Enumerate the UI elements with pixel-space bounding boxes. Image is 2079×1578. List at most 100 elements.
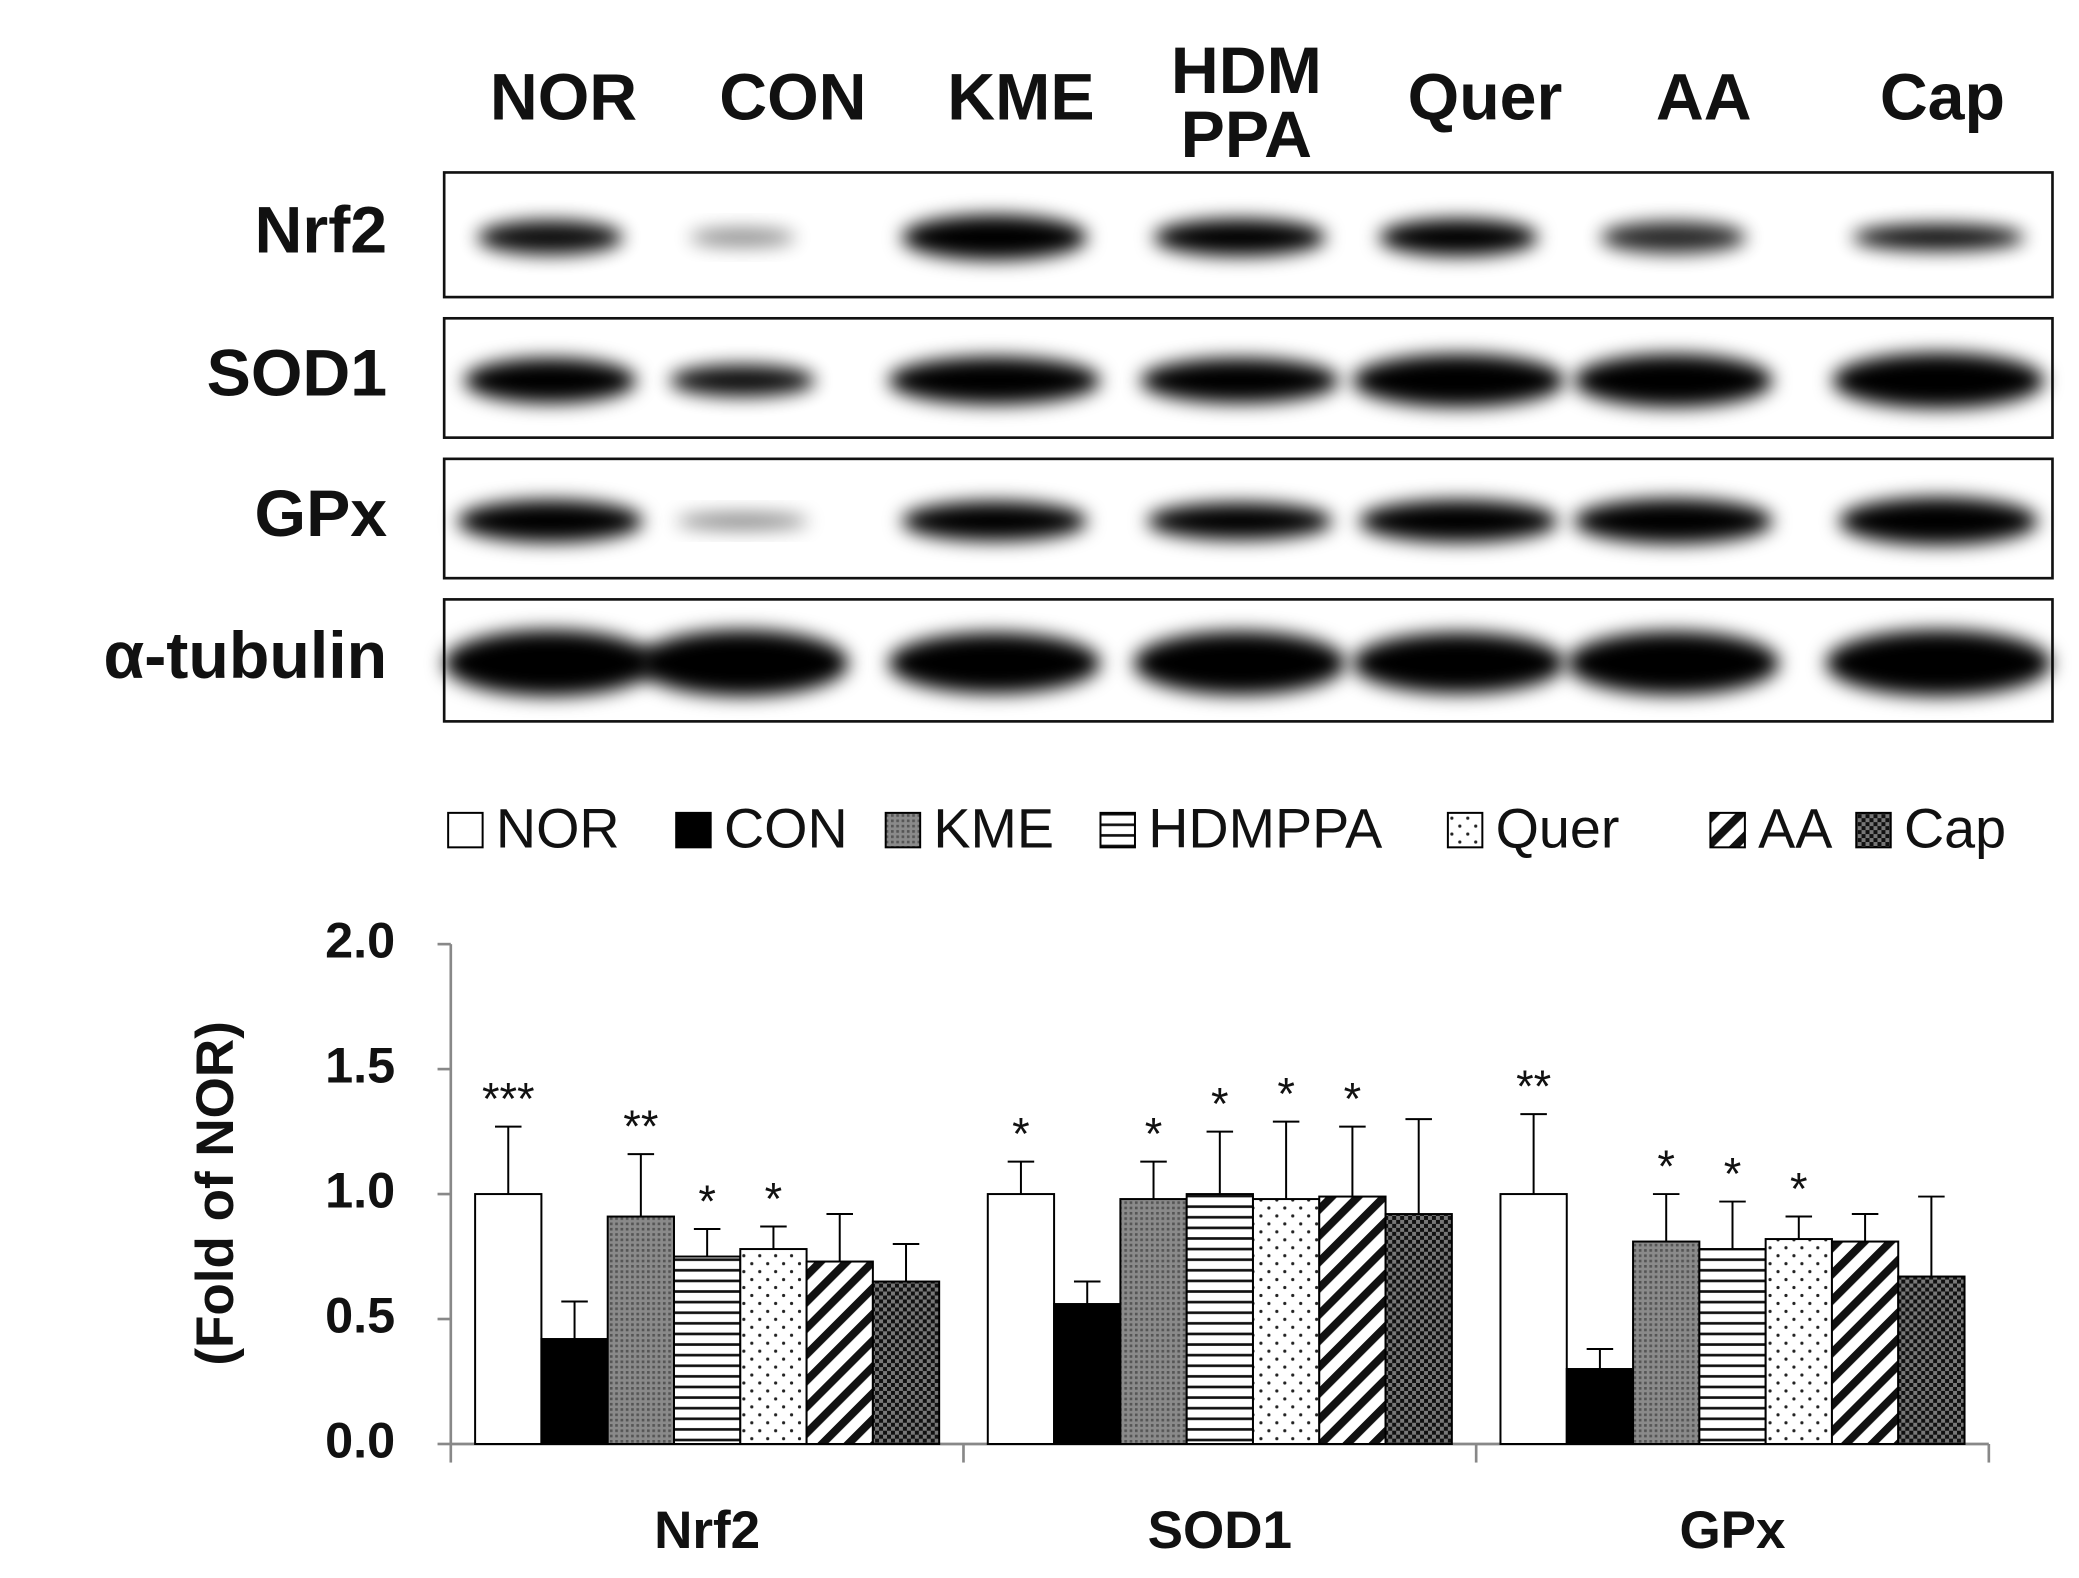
legend-label: Cap <box>1904 797 2006 859</box>
significance-label: * <box>1790 1164 1808 1215</box>
legend-swatch <box>1709 811 1746 849</box>
band <box>676 513 809 530</box>
error-bar <box>1719 1200 1746 1250</box>
bar <box>1764 1238 1833 1445</box>
band <box>1378 218 1539 256</box>
error-bar <box>892 1243 920 1282</box>
error-bar <box>1007 1160 1035 1195</box>
band <box>1573 498 1773 544</box>
significance-label: *** <box>482 1074 535 1125</box>
band <box>464 358 637 404</box>
x-tick-label: SOD1 <box>1148 1501 1292 1560</box>
band <box>901 501 1088 542</box>
legend-label: HDMPPA <box>1148 797 1383 859</box>
bar <box>1897 1275 1966 1445</box>
band <box>1352 354 1565 408</box>
bar <box>1632 1240 1701 1445</box>
bar <box>739 1248 808 1445</box>
band <box>636 629 849 697</box>
bar <box>1251 1198 1321 1445</box>
bar <box>474 1193 543 1445</box>
significance-label: * <box>1344 1074 1362 1125</box>
legend-swatch <box>1446 811 1484 849</box>
y-tick-label: 0.5 <box>325 1286 395 1343</box>
y-tick-label: 1.0 <box>325 1161 395 1218</box>
band <box>888 632 1101 694</box>
band <box>888 356 1101 405</box>
error-bar <box>1785 1215 1813 1240</box>
error-bar <box>760 1225 787 1250</box>
error-bar <box>1918 1195 1945 1277</box>
legend-swatch <box>884 811 922 849</box>
row-label: SOD1 <box>207 336 387 410</box>
significance-label: * <box>765 1174 783 1225</box>
significance-label: * <box>1657 1141 1675 1192</box>
legend-swatch <box>1099 811 1136 849</box>
band <box>1600 221 1747 254</box>
bar <box>986 1193 1056 1445</box>
error-bar <box>1520 1113 1547 1195</box>
band <box>1146 502 1333 540</box>
y-tick-label: 1.5 <box>325 1036 395 1093</box>
y-axis-label: (Fold of NOR) <box>186 1021 245 1366</box>
bar <box>673 1255 742 1445</box>
significance-label: * <box>1211 1079 1229 1130</box>
lane-label: KME <box>947 61 1094 135</box>
error-bar <box>1206 1130 1234 1195</box>
error-bar <box>826 1213 853 1262</box>
band <box>1839 497 2038 546</box>
y-tick-label: 0.0 <box>325 1411 395 1468</box>
bar <box>1499 1193 1568 1445</box>
band <box>1359 499 1558 543</box>
band <box>444 629 657 697</box>
error-bar <box>1586 1348 1614 1370</box>
error-bar <box>1140 1160 1167 1200</box>
legend-label: CON <box>724 797 848 859</box>
error-bar <box>1405 1118 1432 1215</box>
band <box>457 499 644 543</box>
bar <box>1185 1193 1254 1445</box>
band <box>1140 358 1340 404</box>
lane-label: Quer <box>1408 61 1563 135</box>
band <box>1825 629 2052 697</box>
error-bar <box>1272 1120 1300 1200</box>
x-tick-label: GPx <box>1679 1501 1786 1560</box>
band <box>1573 354 1773 408</box>
bar <box>805 1260 874 1445</box>
lane-label: AA <box>1656 61 1752 135</box>
legend-label: NOR <box>496 797 620 859</box>
legend-swatch <box>447 811 484 849</box>
error-bar <box>1073 1280 1101 1305</box>
lane-label: NOR <box>490 61 637 135</box>
bar <box>1565 1368 1635 1445</box>
significance-label: * <box>1012 1109 1030 1160</box>
bar <box>1698 1248 1767 1445</box>
band <box>1153 218 1326 256</box>
bar <box>606 1215 675 1445</box>
legend-swatch <box>675 811 712 849</box>
legend-label: KME <box>933 797 1054 859</box>
bar <box>1053 1303 1122 1445</box>
band <box>669 364 816 397</box>
band <box>1352 632 1565 694</box>
significance-label: * <box>1277 1069 1295 1120</box>
significance-label: * <box>698 1176 716 1227</box>
significance-label: * <box>1724 1149 1742 1200</box>
bar <box>1384 1213 1453 1445</box>
bar <box>1830 1240 1900 1445</box>
bar <box>540 1338 609 1445</box>
bar <box>1119 1198 1188 1445</box>
band <box>1567 631 1780 695</box>
lane-label: PPA <box>1181 98 1312 172</box>
row-label: α-tubulin <box>103 619 387 693</box>
error-bar <box>1339 1125 1366 1197</box>
legend-swatch <box>1855 811 1892 849</box>
error-bar <box>495 1125 522 1195</box>
lane-label: Cap <box>1880 61 2005 135</box>
row-label: Nrf2 <box>255 193 388 267</box>
band <box>901 214 1088 260</box>
error-bar <box>1851 1213 1879 1242</box>
significance-label: * <box>1145 1109 1163 1160</box>
band <box>477 220 624 255</box>
